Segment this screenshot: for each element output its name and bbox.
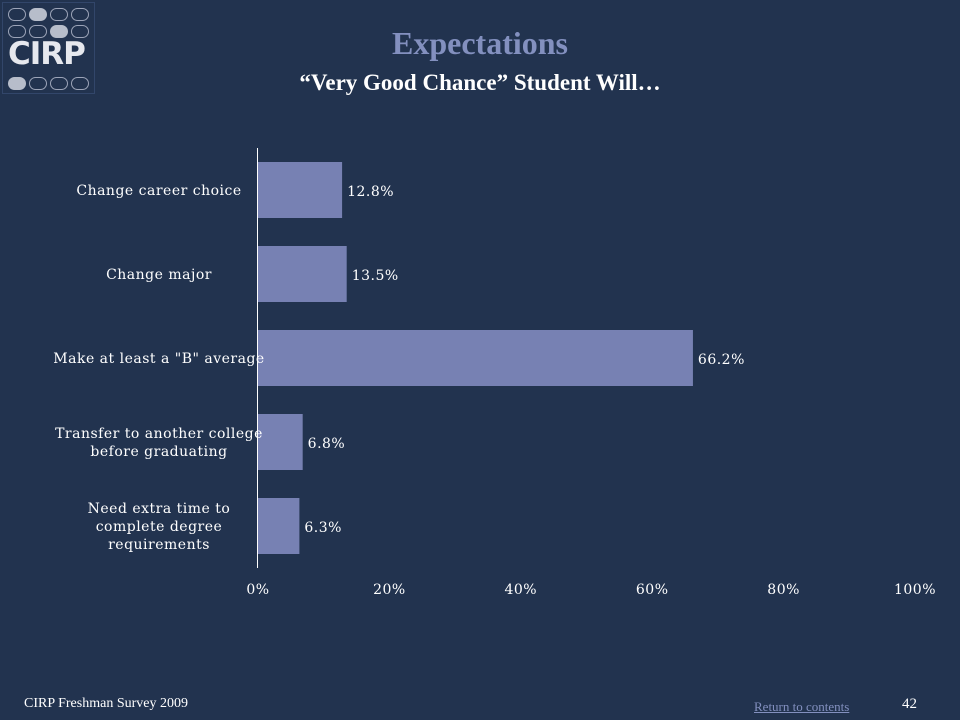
logo-pill xyxy=(29,25,47,38)
page-number: 42 xyxy=(902,696,917,712)
category-label: Change career choice xyxy=(76,183,241,199)
x-tick-label: 60% xyxy=(636,582,669,598)
data-label: 13.5% xyxy=(352,268,399,284)
x-tick-label: 0% xyxy=(246,582,269,598)
logo-pill xyxy=(29,8,47,21)
logo-pill xyxy=(71,8,89,21)
data-label: 6.8% xyxy=(308,436,346,452)
logo-pill xyxy=(71,25,89,38)
logo-text: CIRP xyxy=(8,36,86,72)
category-label: requirements xyxy=(108,537,210,553)
data-label: 66.2% xyxy=(698,352,745,368)
bar xyxy=(258,246,347,302)
logo-pill xyxy=(8,77,26,90)
bar xyxy=(258,414,303,470)
logo-pill xyxy=(71,77,89,90)
logo-pill xyxy=(8,8,26,21)
x-tick-label: 100% xyxy=(894,582,936,598)
logo-pill xyxy=(50,8,68,21)
bar xyxy=(258,162,343,218)
category-label: Change major xyxy=(106,267,212,283)
category-label: before graduating xyxy=(90,444,227,460)
logo-pill xyxy=(50,25,68,38)
category-label: Make at least a "B" average xyxy=(53,351,264,367)
page-title: Expectations xyxy=(392,25,568,61)
x-tick-label: 20% xyxy=(373,582,406,598)
x-tick-label: 80% xyxy=(767,582,800,598)
category-label: Need extra time to xyxy=(88,501,231,517)
logo-pill xyxy=(8,25,26,38)
category-label: complete degree xyxy=(96,519,223,535)
bar xyxy=(258,498,300,554)
logo-pill xyxy=(50,77,68,90)
footer-survey-name: CIRP Freshman Survey 2009 xyxy=(24,696,188,711)
data-label: 12.8% xyxy=(347,184,394,200)
bar xyxy=(258,330,693,386)
return-to-contents-link[interactable]: Return to contents xyxy=(754,699,850,714)
category-label: Transfer to another college xyxy=(55,426,263,442)
page-subtitle: “Very Good Chance” Student Will… xyxy=(299,70,661,95)
logo-pill xyxy=(29,77,47,90)
data-label: 6.3% xyxy=(304,520,342,536)
x-tick-label: 40% xyxy=(504,582,537,598)
cirp-logo: CIRP xyxy=(2,2,95,94)
